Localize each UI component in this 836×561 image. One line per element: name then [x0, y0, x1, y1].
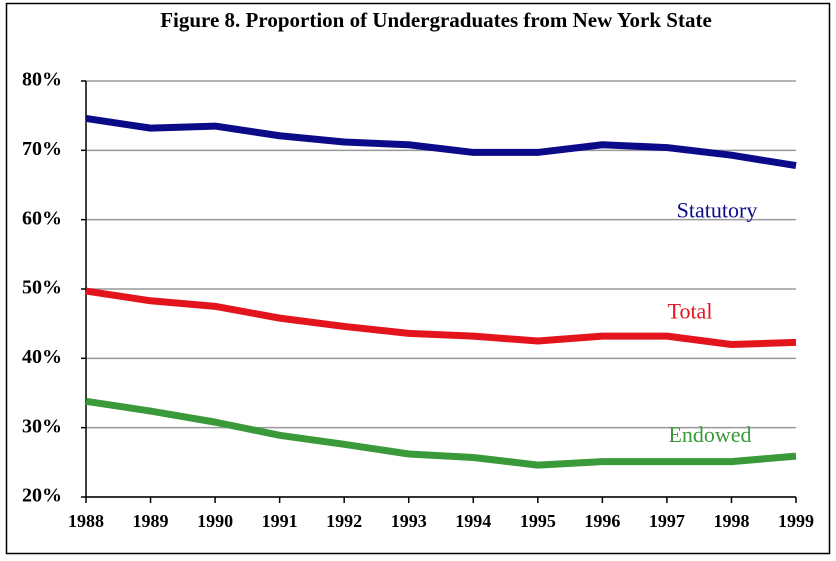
x-tick-label: 1999: [778, 511, 814, 531]
x-tick-label: 1993: [391, 511, 427, 531]
frame: [5, 2, 831, 555]
series-label: Statutory: [677, 198, 758, 223]
series-label: Total: [668, 298, 713, 323]
x-tick-label: 1996: [584, 511, 620, 531]
y-tick-label: 60%: [22, 207, 62, 229]
y-tick-label: 80%: [22, 69, 62, 91]
series-line: [85, 397, 797, 469]
series-line: [85, 114, 797, 170]
x-tick-label: 1991: [262, 511, 298, 531]
x-tick-label: 1998: [713, 511, 749, 531]
x-tick-label: 1994: [455, 511, 491, 531]
y-tick-label: 40%: [22, 346, 62, 368]
y-tick-label: 70%: [22, 138, 62, 160]
x-tick-label: 1995: [520, 511, 556, 531]
chart-title: Figure 8. Proportion of Undergraduates f…: [160, 8, 712, 32]
x-tick-label: 1990: [197, 511, 233, 531]
x-tick-label: 1989: [133, 511, 169, 531]
series-line: [85, 287, 797, 348]
x-tick-label: 1992: [326, 511, 362, 531]
y-tick-label: 30%: [22, 415, 62, 437]
x-tick-label: 1997: [649, 511, 685, 531]
x-tick-label: 1988: [68, 511, 104, 531]
series-label: Endowed: [668, 422, 751, 447]
y-tick-label: 20%: [22, 485, 62, 507]
y-tick-label: 50%: [22, 277, 62, 299]
